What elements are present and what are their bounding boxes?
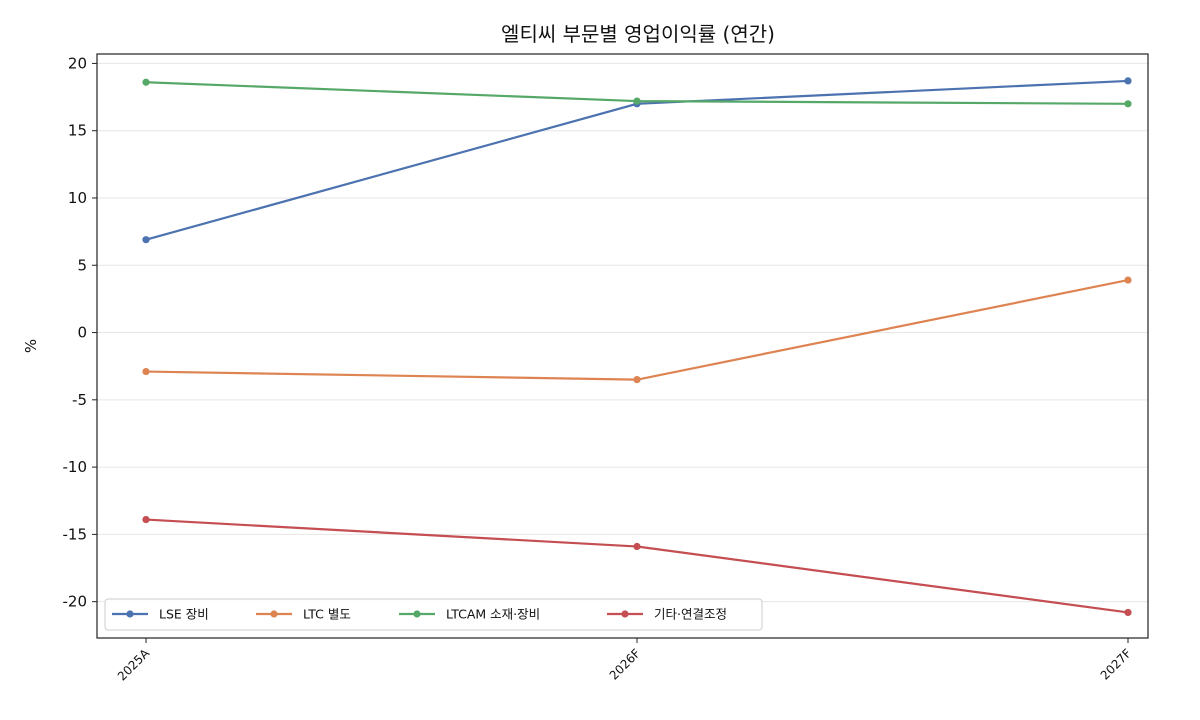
legend-item: 기타·연결조정 — [607, 607, 727, 622]
data-point — [142, 367, 150, 376]
plot-frame — [96, 53, 1149, 639]
y-tick-label: 0 — [77, 324, 87, 342]
data-point — [633, 542, 641, 551]
series-layer — [142, 77, 1132, 617]
legend-label: 기타·연결조정 — [654, 607, 727, 622]
y-tick-label: -10 — [63, 458, 88, 476]
data-point — [633, 97, 641, 105]
y-tick-label: -15 — [63, 525, 88, 543]
legend-swatch-marker — [621, 610, 629, 618]
legend-swatch-marker — [413, 610, 421, 618]
y-tick-label: -20 — [63, 593, 88, 611]
data-point — [1124, 608, 1132, 617]
legend-label: LTC 별도 — [303, 607, 351, 622]
legend: LSE 장비 LTC 별도 LTCAM 소재·장비 기타·연결조정 — [104, 598, 763, 631]
data-point — [1124, 77, 1132, 85]
series-line — [145, 278, 1129, 381]
chart-title: 엘티씨 부문별 영업이익률 (연간) — [501, 22, 775, 46]
data-point — [1124, 100, 1132, 108]
legend-item: LTCAM 소재·장비 — [399, 607, 540, 622]
series-4 — [142, 515, 1132, 617]
legend-swatch-marker — [270, 610, 278, 618]
series-3 — [142, 78, 1132, 108]
y-tick-label: -5 — [72, 391, 87, 409]
y-tick-label: 10 — [68, 189, 87, 207]
x-tick-label: 2025A — [115, 646, 153, 684]
y-axis-ticks: 20 15 10 5 0 -5 -10 -15 -20 — [63, 54, 97, 611]
series-2 — [142, 276, 1132, 384]
legend-swatch-marker — [126, 610, 134, 618]
data-point — [142, 236, 150, 244]
legend-item: LSE 장비 — [112, 607, 209, 622]
data-point — [633, 376, 641, 384]
y-axis-label: % — [22, 339, 40, 353]
legend-item: LTC 별도 — [256, 607, 351, 622]
y-tick-label: 5 — [77, 256, 87, 274]
legend-label: LSE 장비 — [159, 607, 209, 622]
x-tick-label: 2026F — [607, 646, 643, 682]
data-point — [142, 515, 150, 524]
legend-label: LTCAM 소재·장비 — [446, 607, 540, 622]
data-point — [1124, 276, 1132, 284]
x-axis-ticks: 2025A 2026F 2027F — [115, 638, 1134, 684]
y-tick-label: 20 — [68, 54, 87, 72]
data-point — [142, 78, 150, 86]
x-tick-label: 2027F — [1098, 646, 1134, 682]
gridlines — [97, 62, 1148, 603]
y-tick-label: 15 — [68, 122, 87, 140]
